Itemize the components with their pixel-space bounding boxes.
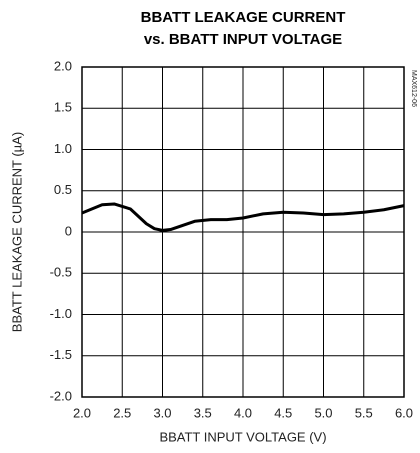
y-tick-label: -1.0 [50, 306, 72, 321]
y-tick-label: -1.5 [50, 347, 72, 362]
y-tick-label: -2.0 [50, 388, 72, 403]
y-tick-label: 1.5 [54, 100, 72, 115]
y-tick-label: 0 [65, 223, 72, 238]
chart-title: BBATT LEAKAGE CURRENT [141, 9, 346, 26]
x-tick-label: 5.0 [314, 405, 332, 420]
x-tick-label: 5.5 [355, 405, 373, 420]
x-tick-label: 3.0 [153, 405, 171, 420]
y-axis-label: BBATT LEAKAGE CURRENT (µA) [9, 132, 24, 332]
x-tick-label: 2.0 [73, 405, 91, 420]
chart-title: vs. BBATT INPUT VOLTAGE [144, 31, 342, 48]
x-tick-label: 6.0 [395, 405, 413, 420]
x-tick-label: 4.5 [274, 405, 292, 420]
y-tick-label: -0.5 [50, 265, 72, 280]
y-tick-label: 2.0 [54, 58, 72, 73]
y-tick-label: 0.5 [54, 182, 72, 197]
x-tick-label: 2.5 [113, 405, 131, 420]
data-line [81, 202, 405, 232]
x-axis-label: BBATT INPUT VOLTAGE (V) [159, 429, 326, 444]
y-tick-label: 1.0 [54, 141, 72, 156]
x-tick-label: 4.0 [234, 405, 252, 420]
x-tick-label: 3.5 [194, 405, 212, 420]
annotation: MAX612-06 [410, 70, 417, 107]
